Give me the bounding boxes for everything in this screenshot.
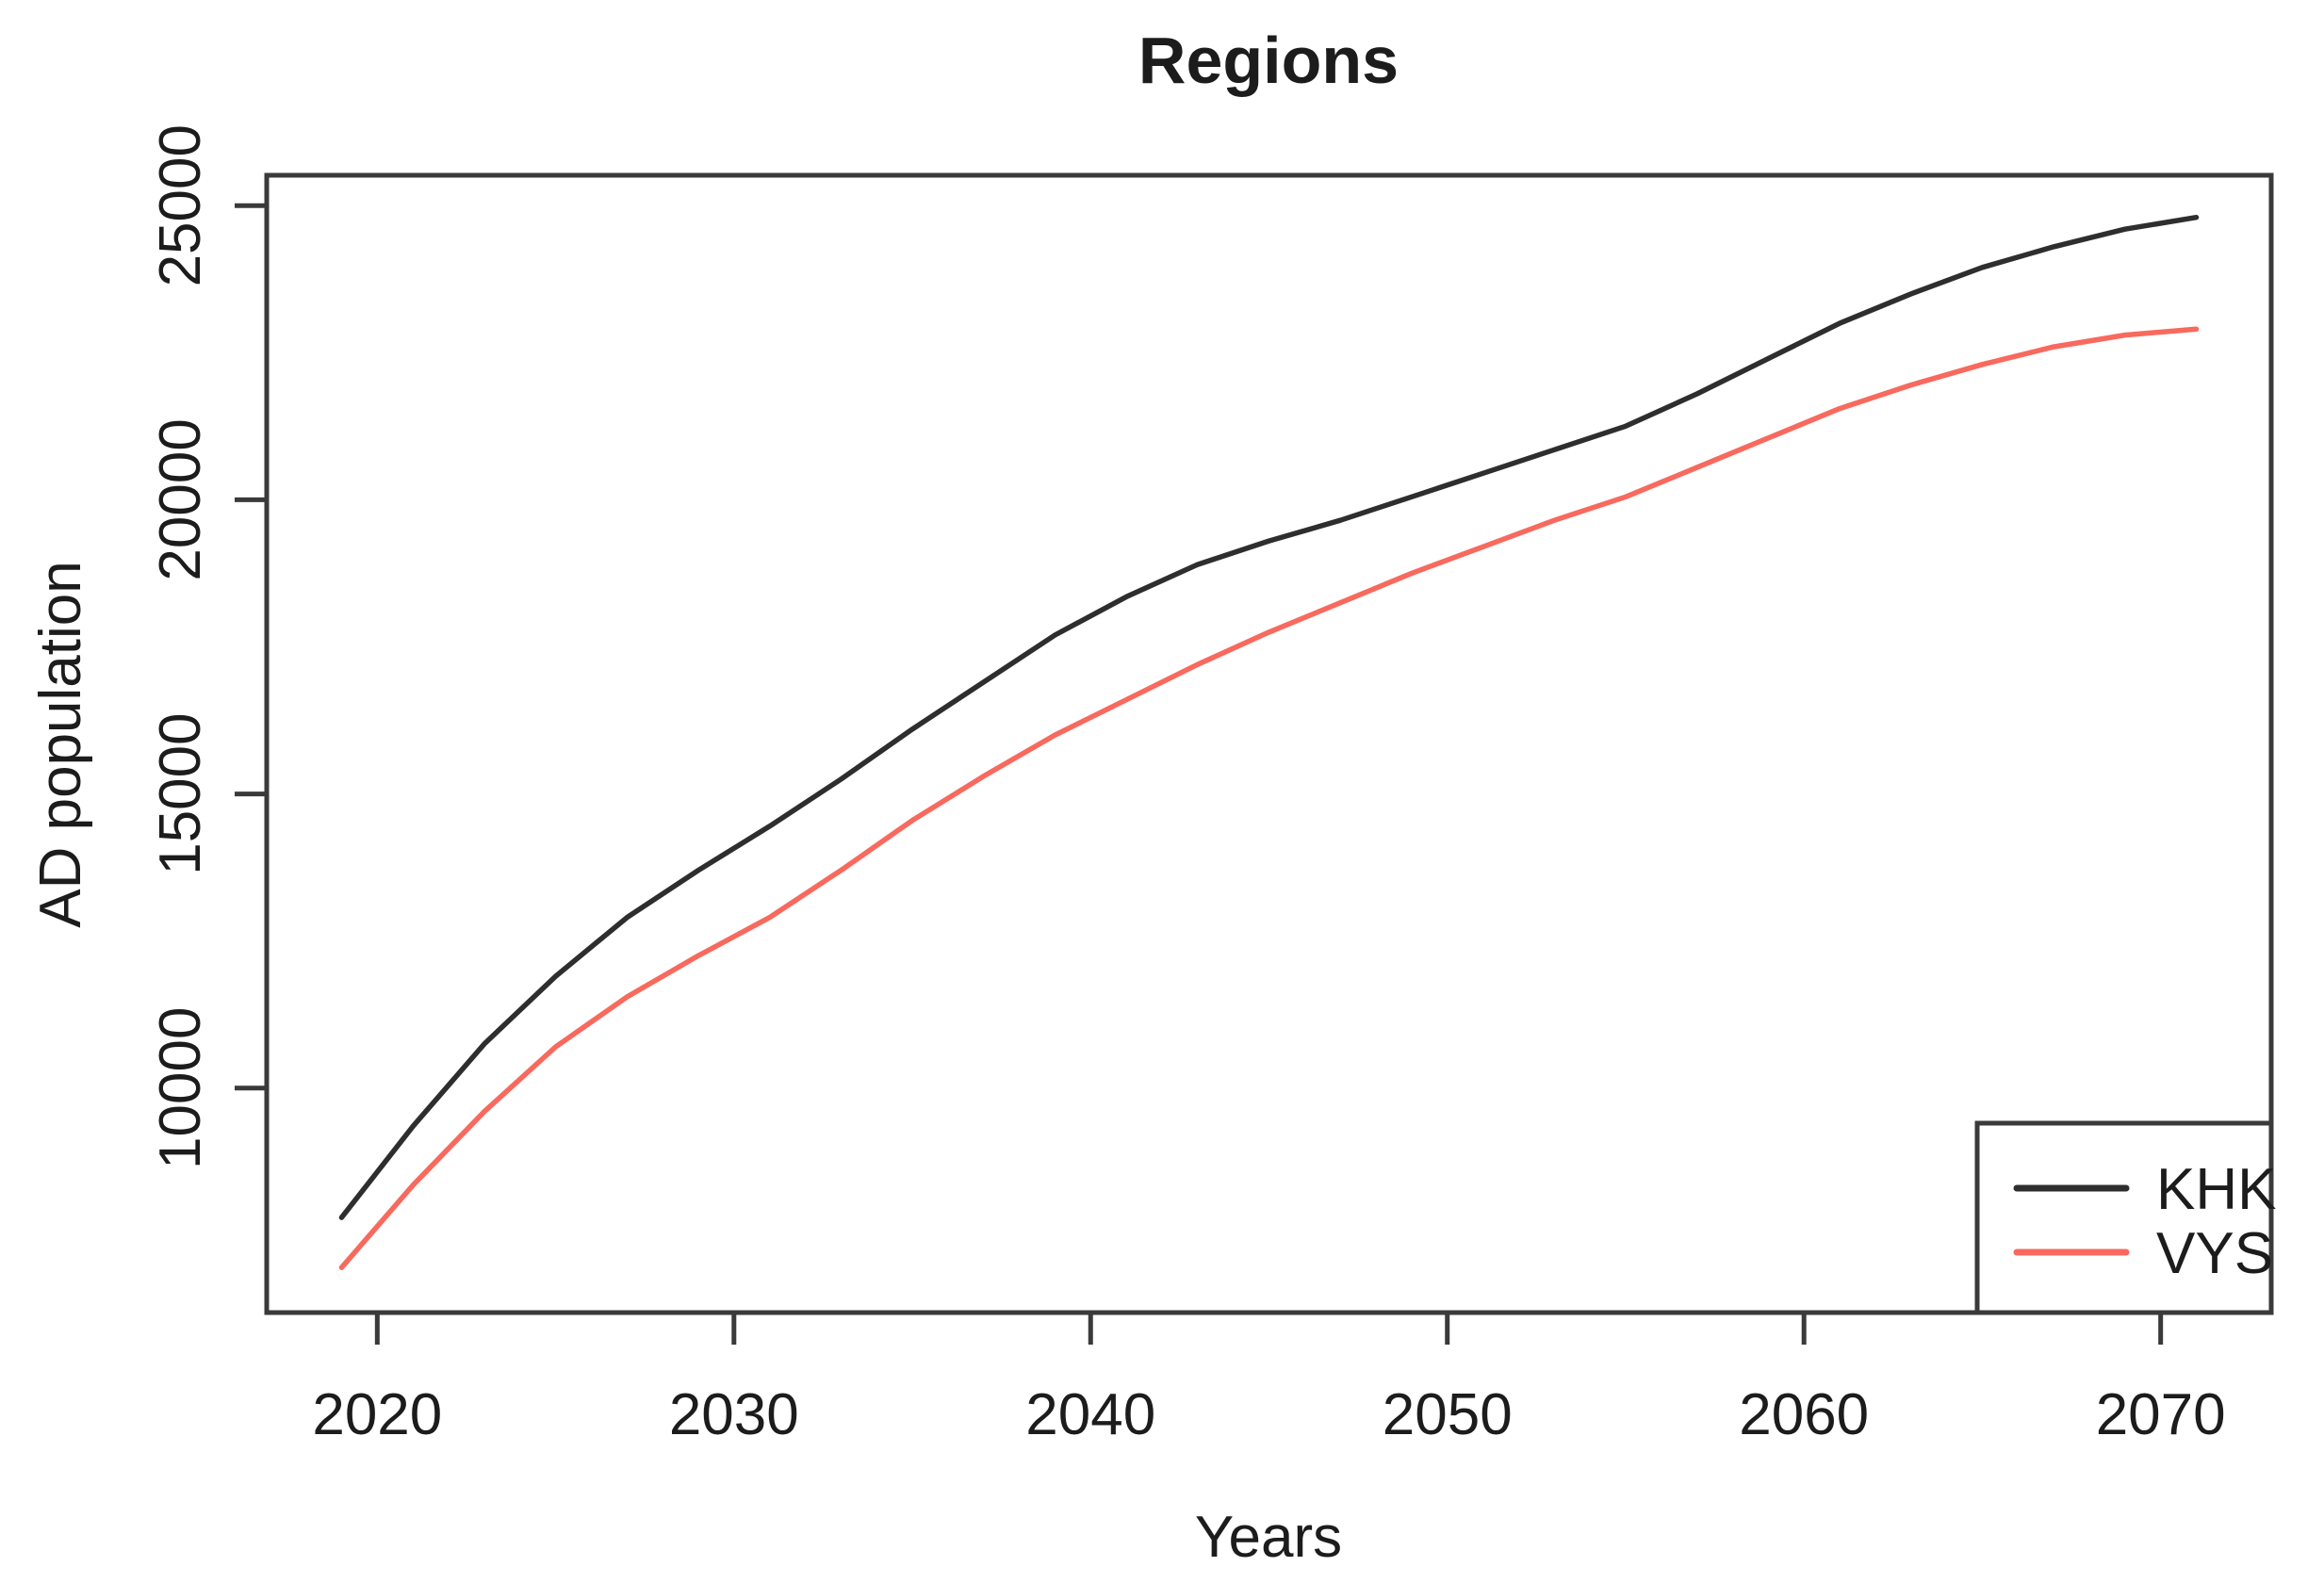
y-axis-title: AD population: [28, 561, 93, 928]
x-axis-title: Years: [1195, 1505, 1342, 1570]
series-line-vys: [338, 326, 2200, 1270]
y-tick-label: 10000: [148, 1007, 213, 1169]
legend-label-khk: KHK: [2156, 1157, 2276, 1222]
x-tick-label: 2050: [1383, 1382, 1513, 1447]
y-tick-label: 15000: [148, 712, 213, 874]
x-tick-label: 2070: [2096, 1382, 2226, 1447]
plot-area: 2020 2030 2040 2050 2060 2070 10000 15000 20000 2…: [148, 124, 2274, 1447]
x-tick-label: 2040: [1025, 1382, 1155, 1447]
x-tick-label: 2030: [669, 1382, 799, 1447]
x-tick-label: 2020: [312, 1382, 442, 1447]
legend-box: [1974, 1120, 2274, 1315]
plot-border: [264, 172, 2274, 1315]
y-tick-label: 25000: [148, 124, 213, 286]
series-line-khk: [338, 214, 2200, 1220]
chart-title: Regions: [1138, 24, 1399, 97]
y-tick-label: 20000: [148, 418, 213, 580]
legend-label-vys: VYS: [2156, 1221, 2273, 1286]
x-tick-label: 2060: [1739, 1382, 1869, 1447]
